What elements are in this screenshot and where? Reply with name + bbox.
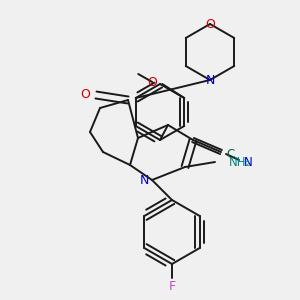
Text: N: N [139,173,149,187]
Text: O: O [80,88,90,100]
Text: N: N [244,155,253,169]
Text: O: O [147,76,157,88]
Text: C: C [226,148,234,161]
Text: O: O [205,17,215,31]
Text: F: F [168,280,175,292]
Text: N: N [205,74,215,86]
Text: NH₂: NH₂ [229,155,251,169]
